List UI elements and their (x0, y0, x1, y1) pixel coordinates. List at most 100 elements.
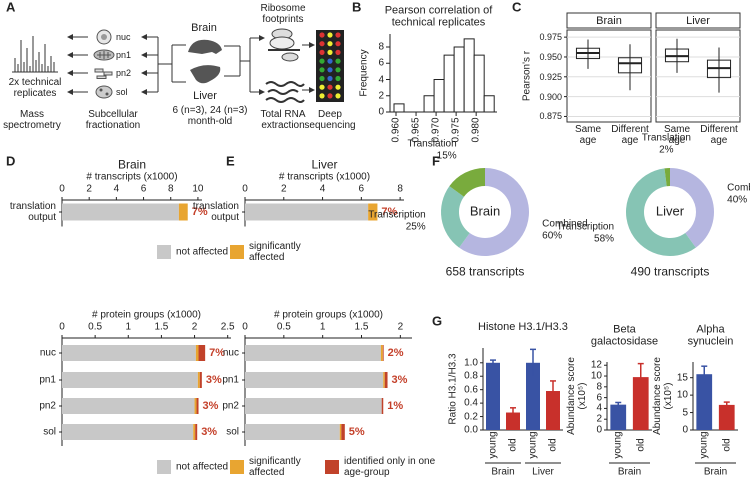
bar-segment (245, 372, 384, 388)
bar-segment (245, 398, 382, 414)
label: pn2 (116, 67, 132, 78)
label: Liver (193, 89, 217, 102)
slice-value: 2% (659, 144, 674, 156)
bar (632, 377, 649, 430)
legend-label: not affected (176, 246, 229, 258)
group-label: Brain (617, 466, 642, 478)
sequencing-dot (319, 49, 325, 56)
sequencing-dot (327, 58, 333, 64)
donut-center-label: Liver (655, 203, 685, 219)
histogram-bar (473, 54, 485, 113)
slice-value: 15% (436, 150, 457, 162)
slice-value: 40% (727, 194, 748, 206)
bar-segment (62, 203, 179, 221)
y-tick-label: 4 (378, 73, 384, 85)
donut-slice (459, 168, 529, 257)
y-tick-label: 8 (378, 41, 384, 53)
chart-title: Pearson correlation of technical replica… (384, 4, 493, 29)
bar (546, 391, 560, 430)
y-tick-label: 0.6 (464, 384, 478, 396)
mitochondria-icon (97, 51, 111, 59)
panel-letter: G (432, 313, 443, 329)
slice-label: Combined (542, 218, 588, 230)
x-tick-label: Same age (574, 123, 602, 146)
bar-segment (196, 398, 199, 414)
histogram-bar (483, 95, 495, 113)
legend-swatch (157, 460, 171, 474)
panel-letter: D (6, 153, 16, 169)
label: 6 (n=3), 24 (n=3) month-old (172, 104, 248, 127)
x-tick-label: 0.5 (276, 321, 291, 333)
bar-segment (382, 345, 384, 361)
mass-spectrum (12, 36, 58, 73)
donut-slice (626, 168, 696, 256)
histogram-bar (443, 54, 455, 113)
percent-label: 7% (381, 205, 398, 218)
legend-swatch (230, 245, 244, 259)
x-axis-label: # transcripts (x1000) (278, 171, 371, 183)
y-tick-label: 0.975 (539, 32, 562, 43)
chart-title: Liver (311, 157, 338, 172)
y-tick-label: 0.875 (539, 111, 562, 122)
y-tick-label: 0.0 (464, 424, 478, 436)
sequencing-dot (319, 41, 325, 47)
percent-label: 2% (387, 346, 404, 359)
percent-label: 5% (348, 425, 365, 438)
bar (506, 412, 520, 430)
x-axis-label: # transcripts (x1000) (86, 171, 178, 183)
x-tick-label: 2 (280, 183, 287, 195)
bar-segment (62, 345, 196, 361)
percent-label: 7% (209, 346, 226, 359)
bar (718, 404, 735, 430)
panel-letter: F (432, 153, 440, 169)
membrane-icon (103, 71, 113, 76)
y-tick-label: 15 (676, 372, 688, 384)
bar-segment (198, 345, 206, 361)
percent-label: 1% (387, 399, 404, 412)
x-tick-label: 6 (140, 183, 147, 195)
chart-title: Brain (117, 157, 147, 172)
y-tick-label: 8 (596, 381, 602, 393)
x-tick-label: young (527, 431, 539, 459)
x-axis-label: # protein groups (x1000) (274, 309, 383, 321)
bar (486, 362, 500, 430)
bar-segment (383, 372, 385, 388)
x-tick-label: 4 (319, 183, 326, 195)
x-tick-label: young (612, 431, 624, 459)
y-tick-label: 6 (378, 57, 384, 69)
sequencing-dot (319, 32, 325, 38)
x-tick-label: 2 (397, 321, 404, 333)
x-tick-label: young (487, 431, 499, 459)
donut-slice (449, 167, 485, 197)
slice-label: Transcription (368, 209, 426, 221)
label: Brain (191, 21, 217, 34)
group-label: Brain (703, 466, 728, 478)
bar-segment (194, 398, 197, 414)
rna-icon (265, 81, 305, 103)
y-axis-label: Frequency (358, 49, 370, 97)
donut-center-label: Brain (469, 203, 501, 219)
y-tick-label: 0 (682, 424, 688, 436)
y-tick-label: 12 (590, 359, 602, 371)
label: Ribosome footprints (260, 2, 306, 25)
histogram-bar (393, 103, 405, 113)
sequencing-dot (335, 84, 341, 90)
soluble-icon (95, 85, 113, 99)
x-tick-label: 6 (358, 183, 365, 195)
x-tick-label: old (635, 438, 647, 452)
label: pn1 (116, 49, 132, 60)
sequencing-dot (335, 41, 341, 47)
legend-label: significantly affected (249, 455, 301, 478)
y-tick-label: 6 (596, 392, 602, 404)
x-tick-label: old (721, 438, 733, 452)
category-label: translation output (9, 200, 56, 223)
slice-label: Translation (641, 132, 691, 144)
bar-segment (368, 203, 378, 221)
soluble-icon (105, 92, 109, 96)
sequencing-dot (335, 58, 341, 64)
label: 2x technical replicates (8, 76, 62, 99)
category-label: nuc (39, 347, 56, 359)
slice-value: 60% (542, 230, 563, 242)
bar-segment (195, 424, 198, 440)
chart-title: Histone H3.1/H3.3 (478, 320, 568, 333)
